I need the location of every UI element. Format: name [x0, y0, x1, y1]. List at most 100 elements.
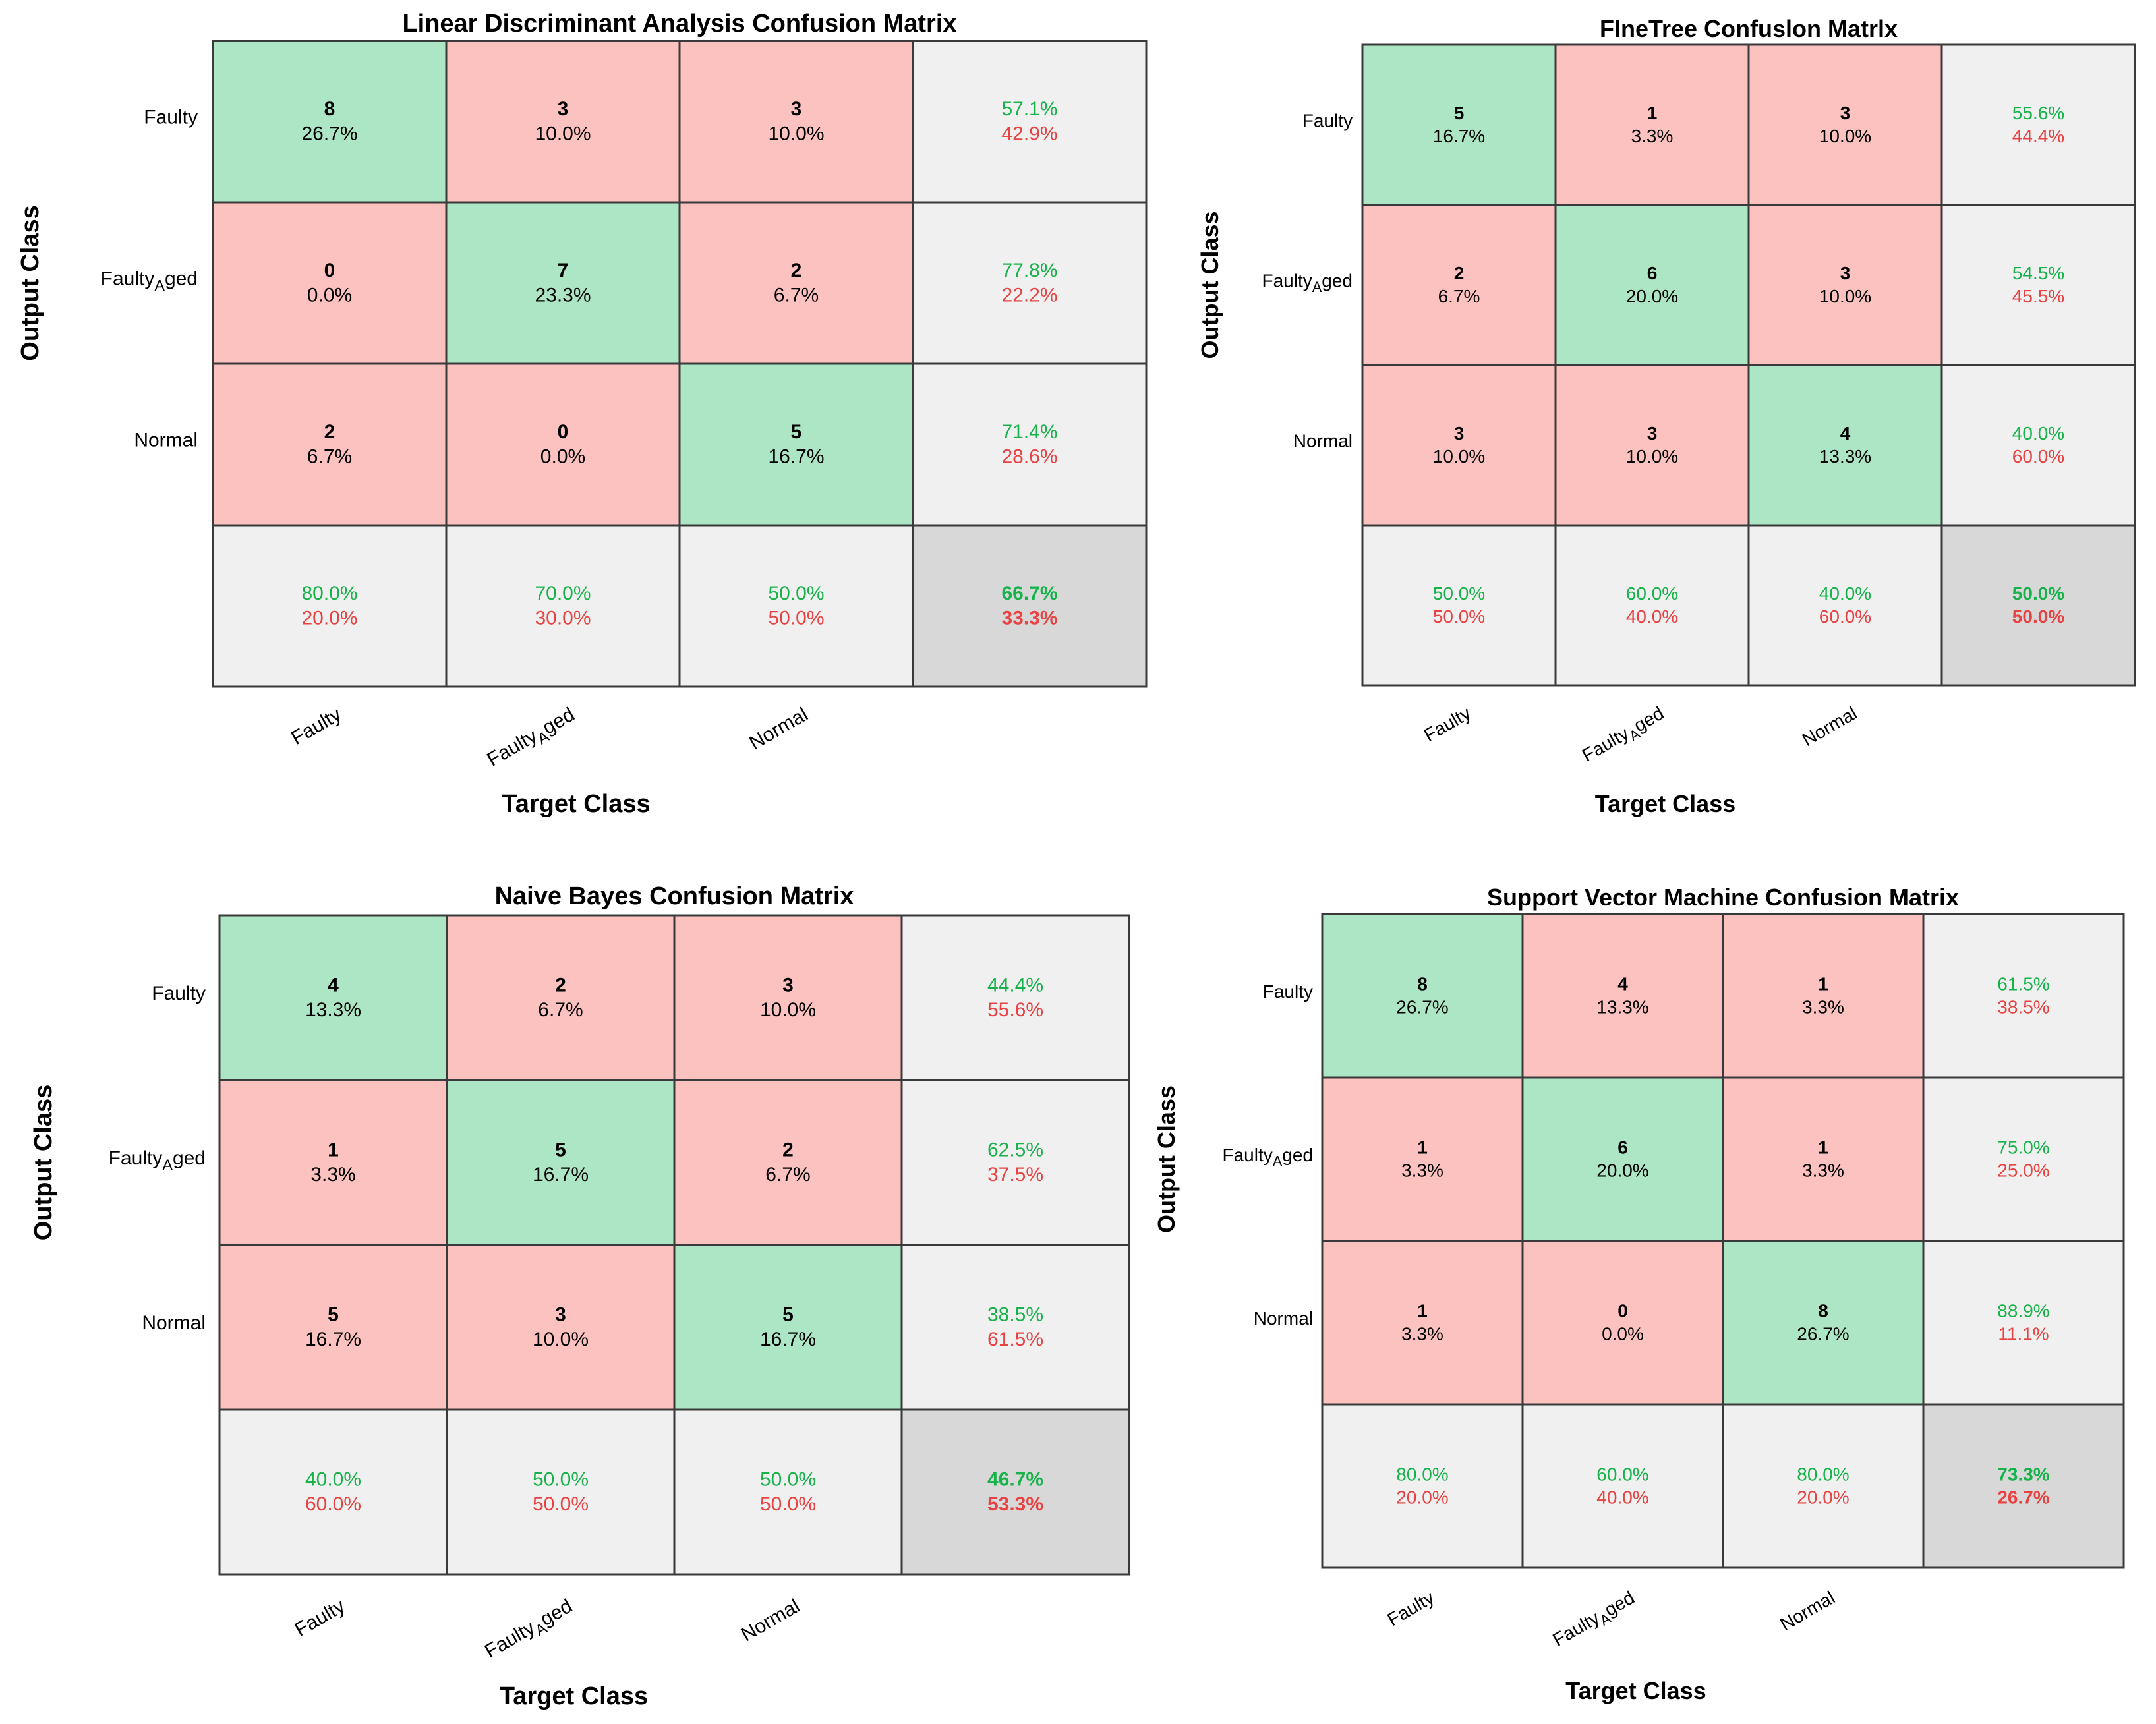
cell-count: 5 [791, 421, 802, 443]
cell-percent: 16.7% [305, 1329, 361, 1350]
row-label: Faulty [1263, 981, 1313, 1002]
accuracy-value: 40.0% [1819, 583, 1871, 604]
cell-percent: 16.7% [533, 1164, 589, 1186]
error-value: 53.3% [987, 1493, 1043, 1515]
summary-cell [900, 1244, 1130, 1411]
row-label: Faulty [1302, 110, 1353, 130]
cell-percent: 10.0% [768, 123, 824, 145]
cell-count: 7 [558, 260, 569, 281]
cell-count: 1 [1647, 103, 1658, 123]
summary-cell [1940, 204, 2136, 366]
cell-percent: 6.7% [307, 446, 352, 468]
misclassified-cell [678, 201, 914, 365]
accuracy-value: 38.5% [987, 1304, 1043, 1326]
cell-percent: 6.7% [538, 999, 583, 1021]
accuracy-value: 50.0% [768, 583, 824, 604]
error-value: 61.5% [987, 1329, 1043, 1350]
error-value: 45.5% [2012, 286, 2064, 306]
cell-count: 2 [782, 1139, 794, 1161]
column-label: Faulty [287, 703, 345, 749]
misclassified-cell [1554, 43, 1750, 206]
overall-accuracy-cell [1940, 524, 2136, 687]
misclassified-cell [212, 201, 448, 365]
summary-cell [1940, 364, 2136, 527]
cell-percent: 3.3% [1802, 1160, 1844, 1180]
column-label: Faulty [1384, 1587, 1438, 1630]
summary-cell [1361, 524, 1557, 687]
cell-percent: 26.7% [1396, 996, 1448, 1017]
correct-cell [1521, 1076, 1724, 1242]
cell-count: 4 [1617, 973, 1628, 994]
cell-percent: 26.7% [301, 123, 357, 145]
column-label: Normal [1799, 703, 1861, 750]
cell-percent: 10.0% [535, 123, 591, 145]
error-value: 40.0% [1596, 1487, 1648, 1507]
correct-cell [446, 1079, 676, 1246]
accuracy-value: 80.0% [1396, 1464, 1448, 1484]
accuracy-value: 73.3% [1997, 1464, 2049, 1484]
misclassified-cell [1321, 1240, 1524, 1406]
cell-count: 3 [558, 98, 569, 120]
cell-count: 4 [328, 975, 339, 996]
correct-cell [1321, 913, 1524, 1079]
accuracy-value: 88.9% [1997, 1300, 2049, 1321]
cell-count: 0 [558, 421, 569, 443]
column-label: FaultyAged [483, 703, 580, 774]
cell-count: 8 [1818, 1300, 1828, 1321]
accuracy-value: 55.6% [2012, 103, 2064, 123]
cell-count: 5 [328, 1304, 339, 1326]
cell-percent: 0.0% [540, 446, 585, 468]
overall-accuracy-cell [900, 1408, 1130, 1576]
error-value: 42.9% [1001, 123, 1057, 145]
error-value: 26.7% [1997, 1487, 2049, 1507]
misclassified-cell [446, 1244, 676, 1411]
cell-count: 4 [1840, 423, 1851, 444]
column-label: FaultyAged [481, 1595, 578, 1666]
misclassified-cell [673, 914, 903, 1081]
misclassified-cell [1521, 913, 1724, 1079]
error-value: 11.1% [1998, 1323, 2049, 1344]
row-label: Normal [134, 430, 198, 451]
misclassified-cell [673, 1079, 903, 1246]
error-value: 25.0% [1997, 1160, 2049, 1180]
row-label: Normal [142, 1312, 206, 1334]
summary-cell [900, 1079, 1130, 1246]
summary-cell [1554, 524, 1750, 687]
summary-cell [1722, 1403, 1925, 1569]
cell-count: 2 [555, 975, 566, 996]
summary-cell [912, 201, 1148, 365]
column-label: FaultyAged [1579, 703, 1670, 770]
confusion-matrix-panel-4: Support Vector Machine Confusion Matrix 8… [1153, 884, 2125, 1704]
chart-title: Support Vector Machine Confusion Matrix [1487, 884, 1959, 911]
cell-percent: 23.3% [535, 285, 591, 306]
chart-title: Linear Discriminant Analysis Confusion M… [402, 10, 956, 38]
confusion-matrix-panel-3: Naive Bayes Confusion Matrix413.3%26.7%3… [30, 882, 1130, 1710]
cell-count: 2 [1454, 263, 1465, 283]
cell-percent: 3.3% [1401, 1160, 1443, 1180]
correct-cell [445, 201, 681, 365]
accuracy-value: 77.8% [1001, 260, 1057, 281]
column-label: FaultyAged [1549, 1587, 1640, 1654]
summary-cell [1922, 1076, 2125, 1242]
misclassified-cell [1722, 1076, 1925, 1242]
summary-cell [912, 362, 1148, 527]
y-axis-label: Output Class [30, 1085, 57, 1240]
summary-cell [678, 524, 914, 688]
row-label: Normal [1293, 430, 1353, 451]
misclassified-cell [212, 362, 448, 527]
cell-count: 0 [1617, 1300, 1628, 1321]
cell-count: 1 [328, 1139, 339, 1161]
cell-percent: 13.3% [1819, 446, 1871, 467]
misclassified-cell [1361, 204, 1557, 366]
confusion-matrix-panel-2: FIneTree Confuslon Matrlx516.7%13.3%310.… [1196, 15, 2136, 817]
cell-percent: 10.0% [1626, 446, 1678, 467]
accuracy-value: 50.0% [760, 1469, 816, 1491]
cell-count: 3 [791, 98, 802, 120]
misclassified-cell [1554, 364, 1750, 527]
error-value: 50.0% [768, 608, 824, 629]
accuracy-value: 70.0% [535, 583, 591, 604]
cell-count: 2 [324, 421, 335, 443]
accuracy-value: 57.1% [1001, 98, 1057, 120]
summary-cell [445, 524, 681, 688]
